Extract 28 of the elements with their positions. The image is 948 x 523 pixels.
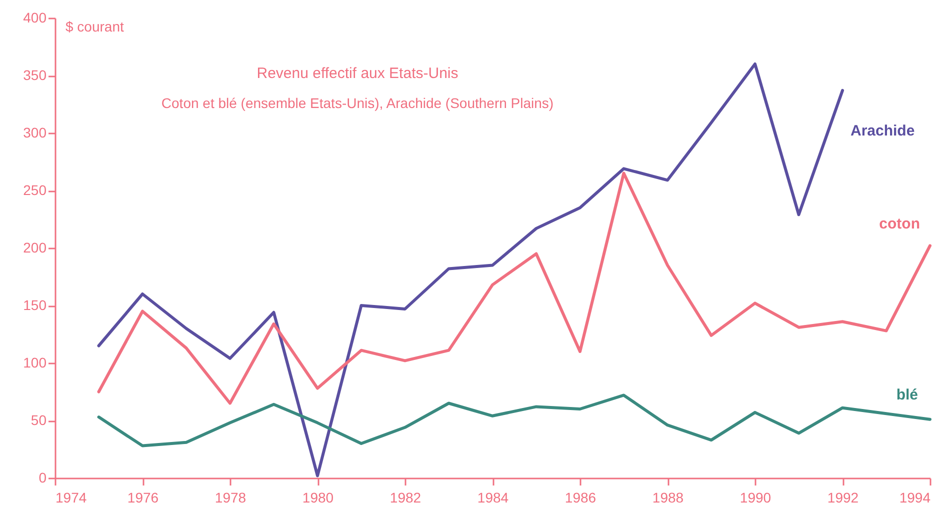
x-tick-label: 1994 bbox=[899, 490, 931, 506]
series-label: coton bbox=[879, 216, 920, 233]
x-tick-label: 1982 bbox=[390, 490, 422, 506]
line-series bbox=[97, 62, 844, 478]
text: Coton et blé (ensemble Etats-Unis), Arachide (Southern Plains) bbox=[161, 95, 554, 111]
x-tick-label: 1976 bbox=[127, 490, 159, 506]
y-tick-label: 50 bbox=[30, 412, 47, 428]
y-tick-label: 100 bbox=[23, 354, 47, 370]
x-tick-label: 1986 bbox=[564, 490, 596, 506]
y-tick-label: 150 bbox=[23, 297, 47, 313]
x-tick-label: 1984 bbox=[477, 490, 509, 506]
y-tick-label: 300 bbox=[23, 124, 47, 140]
text: Revenu effectif aux Etats-Unis bbox=[256, 65, 458, 82]
y-tick-label: 0 bbox=[38, 470, 47, 486]
y-tick-label: 350 bbox=[23, 67, 47, 83]
x-tick-label: 1990 bbox=[740, 490, 772, 506]
x-tick-label: 1980 bbox=[302, 490, 334, 506]
x-tick-label: 1978 bbox=[214, 490, 246, 506]
line-series bbox=[97, 172, 932, 405]
series-label: blé bbox=[896, 386, 918, 404]
y-axis-title: $ courant bbox=[66, 18, 124, 34]
y-tick-label: 200 bbox=[23, 240, 47, 256]
x-tick-label: 1974 bbox=[56, 490, 87, 506]
x-tick-label: 1992 bbox=[827, 490, 859, 506]
series-label: Arachide bbox=[850, 122, 915, 140]
y-tick-label: 400 bbox=[23, 10, 47, 26]
y-tick-label: 250 bbox=[23, 182, 47, 198]
x-tick-label: 1988 bbox=[652, 490, 684, 506]
